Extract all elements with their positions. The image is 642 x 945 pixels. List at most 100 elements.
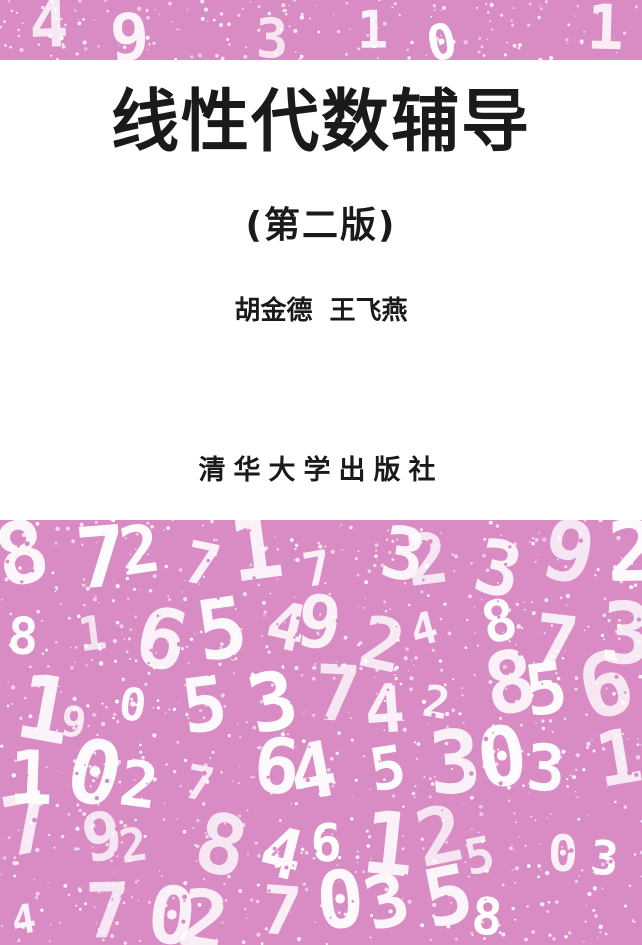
speckle-dot — [212, 18, 216, 22]
speckle-dot — [9, 546, 14, 551]
speckle-dot — [511, 906, 515, 911]
speckle-dot — [178, 701, 180, 703]
speckle-dot — [443, 602, 447, 606]
speckle-dot — [165, 763, 168, 766]
texture-fleck — [402, 600, 405, 604]
texture-fleck — [156, 861, 162, 867]
speckle-dot — [543, 632, 546, 635]
texture-fleck — [24, 541, 30, 547]
speckle-dot — [623, 805, 628, 809]
speckle-dot — [133, 779, 136, 781]
speckle-dot — [554, 657, 557, 660]
speckle-dot — [11, 773, 16, 778]
speckle-dot — [135, 548, 137, 550]
speckle-dot — [84, 47, 88, 51]
speckle-dot — [622, 31, 627, 35]
pattern-digit: 0 — [422, 12, 462, 60]
speckle-dot — [65, 526, 70, 531]
speckle-dot — [50, 54, 53, 57]
speckle-dot — [146, 48, 149, 51]
speckle-dot — [627, 738, 629, 741]
speckle-dot — [274, 52, 278, 56]
texture-fleck — [634, 772, 639, 777]
speckle-dot — [81, 543, 84, 546]
texture-fleck — [182, 894, 188, 900]
speckle-dot — [21, 22, 24, 25]
texture-fleck — [602, 899, 605, 902]
texture-fleck — [606, 586, 610, 590]
speckle-dot — [277, 850, 279, 853]
speckle-dot — [537, 875, 540, 879]
speckle-dot — [76, 803, 80, 807]
speckle-dot — [596, 12, 599, 15]
texture-fleck — [368, 645, 371, 648]
speckle-dot — [357, 643, 361, 647]
speckle-dot — [336, 864, 339, 866]
texture-fleck — [92, 541, 96, 545]
speckle-dot — [208, 909, 211, 911]
speckle-dot — [92, 712, 97, 717]
speckle-dot — [403, 656, 408, 661]
speckle-dot — [430, 15, 433, 18]
speckle-dot — [281, 665, 285, 668]
speckle-dot — [74, 646, 78, 649]
speckle-dot — [584, 920, 587, 923]
texture-fleck — [578, 538, 583, 543]
speckle-dot — [376, 27, 379, 29]
speckle-dot — [24, 696, 27, 700]
speckle-dot — [90, 825, 94, 829]
speckle-dot — [505, 687, 508, 690]
speckle-dot — [287, 770, 289, 772]
speckle-dot — [314, 921, 316, 923]
speckle-dot — [566, 785, 570, 788]
texture-fleck — [312, 863, 317, 868]
speckle-dot — [332, 676, 336, 680]
title-band — [0, 60, 642, 520]
speckle-dot — [166, 526, 171, 530]
speckle-dot — [93, 751, 97, 755]
pattern-digit: 4 — [362, 669, 408, 750]
speckle-dot — [498, 924, 501, 927]
speckle-dot — [321, 829, 325, 832]
texture-fleck — [159, 677, 164, 682]
texture-fleck — [631, 811, 635, 814]
speckle-dot — [134, 615, 137, 619]
texture-fleck — [67, 920, 72, 924]
speckle-dot — [561, 657, 565, 660]
speckle-dot — [146, 521, 150, 525]
speckle-dot — [364, 11, 368, 15]
speckle-dot — [93, 18, 96, 21]
speckle-dot — [322, 854, 326, 858]
speckle-dot — [187, 717, 190, 719]
speckle-dot — [168, 597, 172, 602]
texture-fleck — [202, 770, 207, 776]
texture-fleck — [242, 870, 245, 873]
texture-fleck — [26, 595, 29, 598]
speckle-dot — [510, 19, 513, 22]
speckle-dot — [587, 625, 590, 628]
texture-fleck — [524, 632, 527, 636]
texture-fleck — [497, 615, 501, 619]
speckle-dot — [29, 665, 32, 669]
speckle-dot — [318, 544, 323, 549]
texture-fleck — [57, 647, 63, 653]
speckle-dot — [127, 637, 132, 641]
texture-fleck — [157, 727, 161, 731]
texture-fleck — [558, 613, 561, 615]
speckle-dot — [601, 887, 604, 889]
speckle-dot — [98, 661, 104, 666]
texture-fleck — [65, 776, 70, 780]
texture-fleck — [595, 527, 600, 533]
texture-fleck — [372, 584, 375, 588]
speckle-dot — [130, 36, 132, 38]
texture-fleck — [131, 882, 136, 888]
speckle-dot — [605, 687, 608, 690]
speckle-dot — [407, 899, 412, 904]
speckle-dot — [407, 56, 411, 60]
texture-fleck — [482, 884, 485, 888]
speckle-dot — [354, 870, 357, 873]
speckle-dot — [451, 708, 456, 713]
speckle-dot — [152, 707, 155, 709]
speckle-dot — [407, 603, 411, 607]
speckle-dot — [218, 662, 222, 666]
